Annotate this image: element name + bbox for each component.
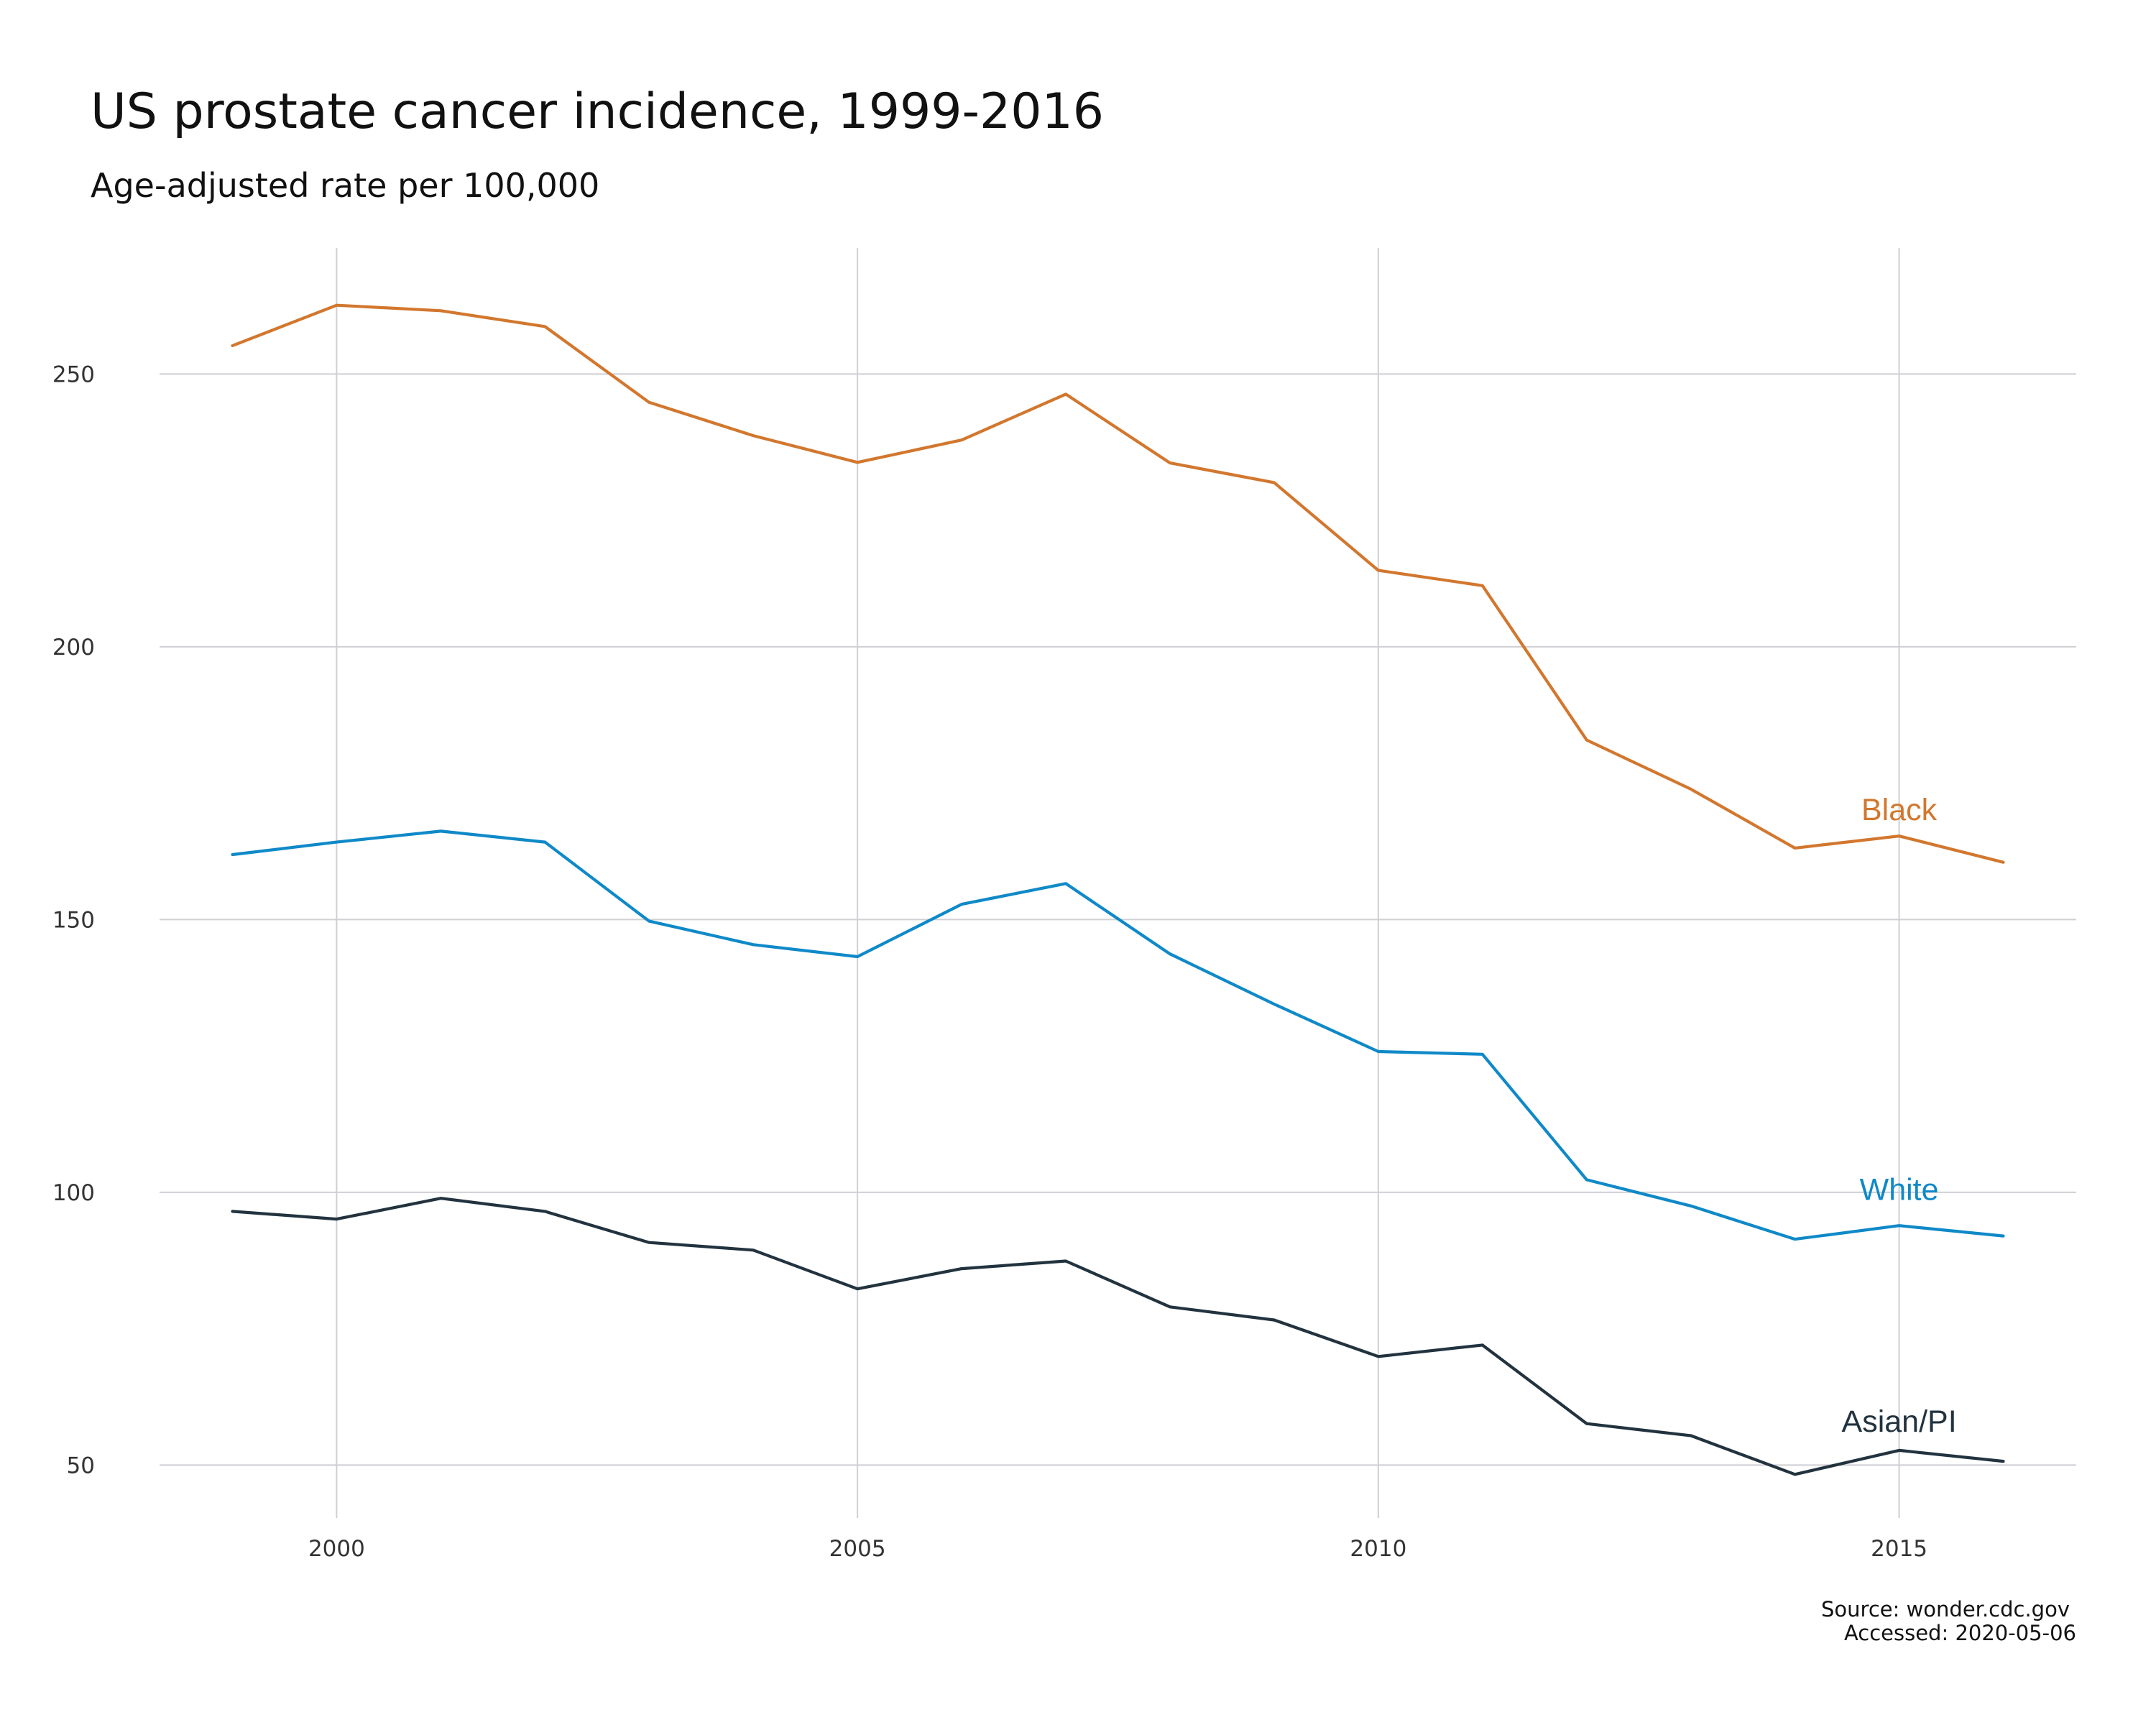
caption-accessed: Accessed: 2020-05-06 — [1844, 1621, 2076, 1645]
y-tick-label: 50 — [67, 1453, 95, 1478]
chart-title: US prostate cancer incidence, 1999-2016 — [91, 83, 1104, 140]
y-tick-label: 200 — [52, 635, 95, 661]
x-axis-ticks: 2000 2005 2010 2015 — [308, 1536, 1927, 1562]
series-lines — [231, 303, 2005, 1476]
series-line-white — [231, 829, 2005, 1241]
series-label-white: White — [1860, 1172, 1939, 1207]
x-tick-label: 2000 — [308, 1536, 365, 1562]
y-tick-label: 250 — [52, 362, 95, 387]
chart-subtitle: Age-adjusted rate per 100,000 — [91, 166, 599, 205]
series-labels: Black White Asian/PI — [1842, 793, 1957, 1439]
y-tick-label: 100 — [52, 1180, 95, 1206]
grid — [160, 248, 2076, 1518]
series-label-asian-pi: Asian/PI — [1842, 1404, 1957, 1439]
caption-source: Source: wonder.cdc.gov — [1821, 1597, 2070, 1622]
y-axis-ticks: 50 100 150 200 250 — [52, 362, 95, 1478]
x-tick-label: 2005 — [829, 1536, 886, 1562]
series-line-black — [231, 303, 2005, 864]
x-tick-label: 2010 — [1350, 1536, 1406, 1562]
series-line-asian-pi — [231, 1197, 2005, 1476]
series-label-black: Black — [1861, 793, 1938, 827]
x-tick-label: 2015 — [1871, 1536, 1927, 1562]
y-tick-label: 150 — [52, 907, 95, 933]
